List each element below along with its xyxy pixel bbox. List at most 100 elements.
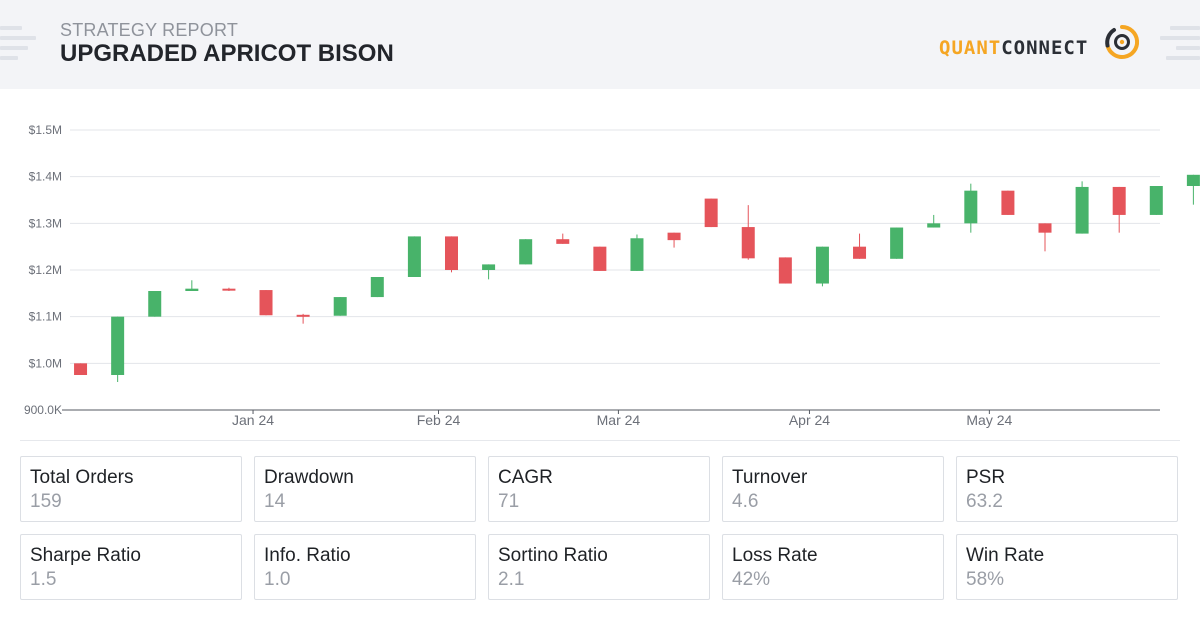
stat-win-rate: Win Rate 58% [956, 534, 1178, 600]
stat-label: Info. Ratio [264, 545, 351, 566]
candle-body [778, 257, 792, 284]
candle-body [370, 277, 384, 298]
candle-up [927, 214, 941, 228]
candle-body [667, 232, 681, 241]
stat-value: 159 [30, 491, 62, 512]
y-axis-labels: $1.5M $1.4M $1.3M $1.2M $1.1M $1.0M 900.0K [24, 123, 62, 417]
y-tick-label: $1.4M [29, 170, 62, 184]
stat-label: Turnover [732, 467, 808, 488]
stat-turnover: Turnover 4.6 [722, 456, 944, 522]
stat-value: 1.5 [30, 569, 57, 590]
stat-value: 2.1 [498, 569, 525, 590]
quantconnect-logo: QUANT CONNECT [939, 35, 1088, 61]
candle-body [890, 227, 904, 259]
stat-value: 42% [732, 569, 771, 590]
stat-drawdown: Drawdown 14 [254, 456, 476, 522]
candle-up [333, 297, 347, 316]
section-divider [20, 440, 1180, 441]
candle-up [370, 277, 384, 298]
stat-sortino-ratio: Sortino Ratio 2.1 [488, 534, 710, 600]
y-tick-label: $1.3M [29, 216, 62, 230]
stat-value: 63.2 [966, 491, 1003, 512]
y-tick-label: 900.0K [24, 403, 62, 417]
candle-body [111, 316, 125, 375]
candle-up [1149, 186, 1163, 215]
stat-value: 1.0 [264, 569, 291, 590]
candle-body [1038, 223, 1052, 233]
candle-up [964, 183, 978, 233]
candle-body [1001, 190, 1015, 215]
candle-body [1112, 186, 1126, 215]
x-tick-label: Mar 24 [597, 412, 641, 428]
x-axis-labels: Jan 24 Feb 24 Mar 24 Apr 24 May 24 [232, 410, 1013, 428]
candle-up [482, 264, 496, 280]
candle-up [407, 236, 421, 277]
equity-candlestick-chart: $1.5M $1.4M $1.3M $1.2M $1.1M $1.0M 900.0K Jan… [24, 123, 1200, 428]
stat-info-ratio: Info. Ratio 1.0 [254, 534, 476, 600]
x-tick-label: May 24 [966, 412, 1012, 428]
candle-down [222, 287, 236, 291]
candle-body [853, 246, 867, 259]
stat-psr: PSR 63.2 [956, 456, 1178, 522]
candle-body [185, 288, 199, 291]
candle-body [1075, 186, 1089, 234]
stat-label: CAGR [498, 467, 553, 488]
candle-body [407, 236, 421, 277]
stat-label: Win Rate [966, 545, 1045, 566]
y-tick-label: $1.1M [29, 310, 62, 324]
x-tick-label: Jan 24 [232, 412, 274, 428]
candle-up [630, 234, 644, 271]
stat-cagr: CAGR 71 [488, 456, 710, 522]
candle-body [222, 288, 236, 291]
candle-down [556, 233, 570, 244]
stat-label: Drawdown [264, 467, 354, 488]
candle-body [593, 246, 607, 271]
candle-down [74, 363, 88, 375]
y-tick-label: $1.2M [29, 263, 62, 277]
y-tick-label: $1.0M [29, 356, 62, 370]
candle-down [1038, 223, 1052, 252]
candle-up [1075, 181, 1089, 234]
candle-body [1149, 186, 1163, 215]
candle-down [1112, 186, 1126, 233]
y-tick-label: $1.5M [29, 123, 62, 137]
report-subtitle: STRATEGY REPORT [60, 20, 239, 40]
stat-sharpe-ratio: Sharpe Ratio 1.5 [20, 534, 242, 600]
candle-body [148, 291, 162, 317]
candle-up [815, 246, 829, 287]
stat-total-orders: Total Orders 159 [20, 456, 242, 522]
candle-down [444, 236, 458, 273]
candle-down [296, 313, 310, 324]
decorative-lines-right [1160, 22, 1200, 66]
candle-down [778, 257, 792, 284]
candle-body [333, 297, 347, 316]
candle-body [741, 227, 755, 259]
candle-body [259, 290, 273, 316]
candle-body [74, 363, 88, 375]
candle-body [1186, 174, 1200, 186]
report-header: STRATEGY REPORT UPGRADED APRICOT BISON Q… [0, 0, 1200, 89]
candle-body [704, 198, 718, 228]
candle-body [482, 264, 496, 270]
candle-down [704, 198, 718, 228]
logo-text-quant: QUANT [939, 37, 1002, 59]
candle-down [259, 290, 273, 316]
candles [74, 174, 1200, 382]
candle-up [890, 227, 904, 259]
candle-body [556, 239, 570, 244]
stat-value: 14 [264, 491, 286, 512]
candle-body [296, 314, 310, 317]
stat-label: Sharpe Ratio [30, 545, 141, 566]
stat-value: 58% [966, 569, 1005, 590]
stat-loss-rate: Loss Rate 42% [722, 534, 944, 600]
candle-body [927, 223, 941, 228]
candle-up [111, 316, 125, 382]
candle-body [519, 239, 533, 265]
candle-body [815, 246, 829, 284]
chart-gridlines [62, 129, 1160, 411]
quantconnect-logo-icon [1105, 24, 1140, 59]
candle-down [741, 205, 755, 260]
candle-body [444, 236, 458, 270]
stat-label: Total Orders [30, 467, 134, 488]
candle-down [667, 232, 681, 248]
